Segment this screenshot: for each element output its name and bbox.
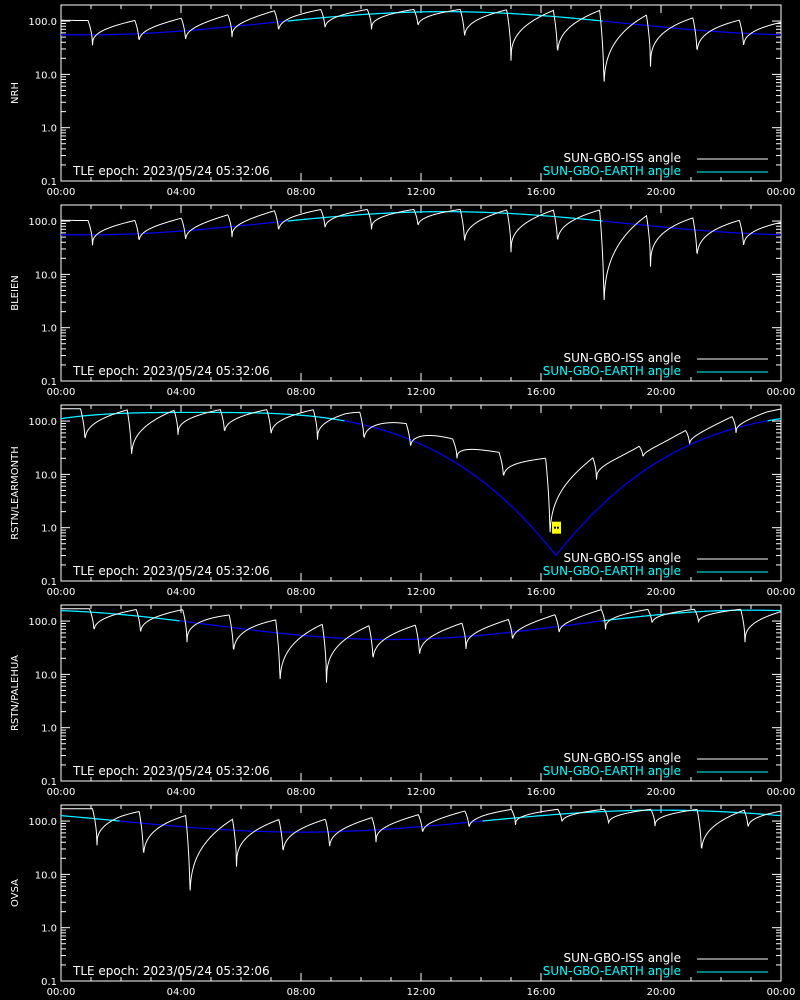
x-tick-label: 16:00 xyxy=(527,587,556,598)
y-tick-label: 0.1 xyxy=(41,377,57,388)
earth-angle-line-highlight xyxy=(60,610,180,622)
y-tick-label: 0.1 xyxy=(41,177,57,188)
chart-panel-3: 0.1 1.0 10.0 100.0 00:00 04:00 08:00 12:00 16:00… xyxy=(10,404,796,598)
x-tick-label: 04:00 xyxy=(167,387,196,398)
legend-earth-label: SUN-GBO-EARTH angle xyxy=(543,564,681,578)
y-tick-label: 10.0 xyxy=(35,70,57,81)
x-tick-label: 16:00 xyxy=(527,987,556,998)
tle-epoch-annotation: TLE epoch: 2023/05/24 05:32:06 xyxy=(72,564,270,578)
y-tick-label: 1.0 xyxy=(41,524,57,535)
earth-angle-line-highlight xyxy=(60,411,345,422)
x-tick-label: 00:00 xyxy=(47,387,76,398)
chart-panel-4: 0.1 1.0 10.0 100.0 00:00 04:00 08:00 12:00 16:00… xyxy=(10,604,796,798)
x-tick-label: 12:00 xyxy=(407,387,436,398)
earth-angle-line-highlight xyxy=(602,609,782,622)
earth-angle-line-highlight xyxy=(482,809,782,822)
x-tick-label: 16:00 xyxy=(527,387,556,398)
chart-panel-2: 0.1 1.0 10.0 100.0 00:00 04:00 08:00 12:00 16:00… xyxy=(10,204,796,398)
tle-epoch-annotation: TLE epoch: 2023/05/24 05:32:06 xyxy=(72,164,270,178)
earth-angle-line xyxy=(60,411,782,557)
x-tick-label: 20:00 xyxy=(647,987,676,998)
x-tick-label: 04:00 xyxy=(167,987,196,998)
x-tick-label: 04:00 xyxy=(167,587,196,598)
x-tick-label: 04:00 xyxy=(167,187,196,198)
earth-angle-line xyxy=(60,609,782,641)
y-axis-label: RSTN/PALEHUA xyxy=(10,655,21,731)
y-tick-label: 1.0 xyxy=(41,324,57,335)
y-tick-label: 100.0 xyxy=(28,617,57,628)
earth-angle-line xyxy=(60,211,782,236)
y-tick-label: 10.0 xyxy=(35,870,57,881)
x-tick-label: 00:00 xyxy=(767,987,796,998)
y-tick-label: 0.1 xyxy=(41,777,57,788)
legend-iss-label: SUN-GBO-ISS angle xyxy=(564,951,681,965)
legend-iss-label: SUN-GBO-ISS angle xyxy=(564,751,681,765)
x-tick-label: 00:00 xyxy=(767,187,796,198)
iss-angle-line xyxy=(60,208,782,300)
y-tick-label: 100.0 xyxy=(28,817,57,828)
x-tick-label: 20:00 xyxy=(647,587,676,598)
y-tick-label: 1.0 xyxy=(41,124,57,135)
legend-iss-label: SUN-GBO-ISS angle xyxy=(564,151,681,165)
y-tick-label: 100.0 xyxy=(28,17,57,28)
x-tick-label: 20:00 xyxy=(647,187,676,198)
x-tick-label: 20:00 xyxy=(647,787,676,798)
y-tick-label: 100.0 xyxy=(28,217,57,228)
x-tick-label: 12:00 xyxy=(407,187,436,198)
iss-angle-line xyxy=(61,808,782,891)
x-tick-label: 00:00 xyxy=(47,187,76,198)
x-tick-label: 12:00 xyxy=(407,787,436,798)
tle-epoch-annotation: TLE epoch: 2023/05/24 05:32:06 xyxy=(72,764,270,778)
event-marker-dot xyxy=(557,526,559,529)
legend-earth-label: SUN-GBO-EARTH angle xyxy=(543,164,681,178)
chart-panel-5: 0.1 1.0 10.0 100.0 00:00 04:00 08:00 12:00 16:00… xyxy=(10,804,796,998)
earth-angle-line-highlight xyxy=(767,418,782,422)
x-tick-label: 16:00 xyxy=(527,187,556,198)
x-tick-label: 08:00 xyxy=(287,187,316,198)
y-axis-label: RSTN/LEARMONTH xyxy=(10,446,21,540)
y-tick-label: 1.0 xyxy=(41,724,57,735)
x-tick-label: 00:00 xyxy=(47,787,76,798)
x-tick-label: 00:00 xyxy=(47,587,76,598)
iss-angle-line xyxy=(60,8,782,82)
tle-epoch-annotation: TLE epoch: 2023/05/24 05:32:06 xyxy=(72,964,270,978)
x-tick-label: 08:00 xyxy=(287,987,316,998)
iss-angle-line xyxy=(61,608,782,683)
x-tick-label: 00:00 xyxy=(767,587,796,598)
legend-earth-label: SUN-GBO-EARTH angle xyxy=(543,964,681,978)
event-marker xyxy=(552,521,561,534)
x-tick-label: 04:00 xyxy=(167,787,196,798)
y-tick-label: 0.1 xyxy=(41,977,57,988)
chart-panel-1: 0.1 1.0 10.0 100.0 00:00 04:00 08:00 12:00 16:00… xyxy=(10,4,796,198)
y-tick-label: 10.0 xyxy=(35,270,57,281)
x-tick-label: 08:00 xyxy=(287,587,316,598)
x-tick-label: 16:00 xyxy=(527,787,556,798)
y-tick-label: 10.0 xyxy=(35,670,57,681)
y-tick-label: 100.0 xyxy=(28,417,57,428)
legend-earth-label: SUN-GBO-EARTH angle xyxy=(543,364,681,378)
tle-epoch-annotation: TLE epoch: 2023/05/24 05:32:06 xyxy=(72,364,270,378)
iss-angle-line xyxy=(61,408,782,533)
y-tick-label: 0.1 xyxy=(41,577,57,588)
x-tick-label: 00:00 xyxy=(47,987,76,998)
x-tick-label: 08:00 xyxy=(287,787,316,798)
earth-angle-line-highlight xyxy=(60,815,120,822)
legend-iss-label: SUN-GBO-ISS angle xyxy=(564,351,681,365)
x-tick-label: 08:00 xyxy=(287,387,316,398)
y-axis-label: OVSA xyxy=(10,879,21,907)
y-tick-label: 1.0 xyxy=(41,924,57,935)
x-tick-label: 20:00 xyxy=(647,387,676,398)
y-axis-label: NRH xyxy=(10,82,21,104)
event-marker-dot xyxy=(554,526,556,529)
earth-angle-line xyxy=(60,11,782,36)
x-tick-label: 12:00 xyxy=(407,987,436,998)
x-tick-label: 12:00 xyxy=(407,587,436,598)
x-tick-label: 00:00 xyxy=(767,787,796,798)
legend-iss-label: SUN-GBO-ISS angle xyxy=(564,551,681,565)
x-tick-label: 00:00 xyxy=(767,387,796,398)
y-tick-label: 10.0 xyxy=(35,470,57,481)
legend-earth-label: SUN-GBO-EARTH angle xyxy=(543,764,681,778)
y-axis-label: BLEIEN xyxy=(10,275,21,311)
